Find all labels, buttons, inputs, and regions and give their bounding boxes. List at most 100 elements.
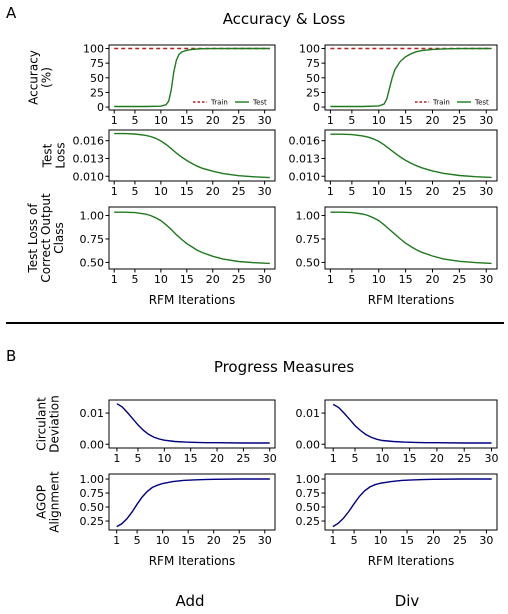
x-tick-label: 25 [236,452,250,465]
x-tick-label: 10 [154,273,168,286]
x-axis-label: RFM Iterations [149,554,236,568]
y-tick-label: 50 [90,72,104,85]
x-tick-label: 5 [131,114,138,127]
panel-b-title: Progress Measures [214,358,355,376]
x-tick-label: 30 [263,452,277,465]
x-tick-label: 30 [258,534,272,547]
test-loss-correct-ylabel-line: Correct Output [39,193,53,283]
accuracy-ylabel-line: (%) [40,67,54,88]
y-tick-label: 25 [306,86,320,99]
accuracy-ylabel-line: Accuracy [27,50,41,105]
x-axis-label: RFM Iterations [368,554,455,568]
plot-frame [108,44,276,111]
x-tick-label: 10 [374,534,388,547]
circulant-deviation-plot-div: 1 5 10 15 20 25 300.000.01 [296,399,499,465]
x-tick-label: 25 [457,452,471,465]
agop-alignment-ylabel: AGOP Alignment [35,471,62,533]
x-tick-label: 5 [134,452,141,465]
plot-frame [324,473,498,531]
x-tick-label: 30 [485,452,499,465]
circulant-deviation-plot-add: 1 5 10 15 20 25 300.000.01 [80,399,277,465]
x-tick-label: 10 [154,114,168,127]
series-line-circulant-deviation [332,403,492,444]
x-tick-label: 20 [206,273,220,286]
test-loss-ylabel-line: Test [41,143,55,168]
y-tick-label: 0.50 [80,501,105,514]
y-tick-label: 0.50 [296,501,321,514]
x-tick-label: 30 [258,114,272,127]
x-tick-label: 5 [348,114,355,127]
y-tick-label: 1.00 [296,209,321,222]
y-tick-label: 0.016 [289,135,321,148]
x-tick-label: 10 [154,185,168,198]
y-tick-label: 0.25 [80,515,105,528]
y-tick-label: 1.00 [80,209,105,222]
x-tick-label: 1 [111,273,118,286]
agop-alignment-ylabel-line: Alignment [48,471,62,533]
x-tick-label: 5 [348,273,355,286]
x-tick-label: 1 [113,452,120,465]
x-tick-label: 1 [111,114,118,127]
y-tick-label: 50 [306,72,320,85]
y-tick-label: 0.010 [73,170,105,183]
x-tick-label: 1 [327,114,334,127]
x-axis-label: RFM Iterations [368,293,455,307]
x-tick-label: 25 [452,185,466,198]
y-tick-label: 0.013 [289,152,321,165]
panel-a-title: Accuracy & Loss [223,10,346,28]
x-tick-label: 25 [452,114,466,127]
y-tick-label: 0 [97,101,104,114]
x-tick-label: 10 [156,534,170,547]
x-tick-label: 1 [113,534,120,547]
test-loss-ylabel-line: Loss [54,142,68,168]
x-tick-label: 20 [426,273,440,286]
x-tick-label: 15 [184,452,198,465]
legend-label-test: Test [474,99,489,107]
x-tick-label: 20 [210,452,224,465]
x-tick-label: 20 [426,534,440,547]
circulant-deviation-ylabel-line: Deviation [48,395,62,452]
x-tick-label: 25 [232,534,246,547]
y-tick-label: 1.00 [80,473,105,486]
y-tick-label: 0.75 [296,233,321,246]
x-tick-label: 15 [399,114,413,127]
series-line-test [114,211,270,265]
x-tick-label: 10 [372,273,386,286]
y-tick-label: 100 [83,43,104,56]
x-tick-label: 5 [134,534,141,547]
y-tick-label: 0.75 [296,487,321,500]
y-tick-label: 0.00 [80,438,105,451]
y-tick-label: 0.010 [289,170,321,183]
x-tick-label: 5 [348,185,355,198]
panel-b-letter: B [6,347,16,365]
x-tick-label: 20 [426,114,440,127]
y-tick-label: 0.25 [296,515,321,528]
test-loss-plot-add: 1 5 10 15 20 25 30 0.010 0.013 0.016 [73,129,276,198]
x-tick-label: 5 [131,273,138,286]
panel-a-letter: A [6,4,17,22]
series-line-test [330,133,492,179]
x-tick-label: 10 [372,185,386,198]
x-tick-label: 30 [479,273,493,286]
plot-frame [108,206,276,270]
plot-frame [108,473,276,531]
x-tick-label: 5 [351,534,358,547]
test-loss-ylabel: Test Loss [41,142,68,168]
x-tick-label: 20 [206,185,220,198]
y-tick-label: 0.75 [80,487,105,500]
test-loss-correct-ylabel-line: Test Loss of [26,203,40,274]
series-line-test [330,211,492,265]
plot-frame [324,129,498,182]
plot-frame [108,129,276,182]
series-line-test [330,47,492,108]
x-tick-label: 25 [452,273,466,286]
test-loss-correct-ylabel-line: Class [52,222,66,254]
x-tick-label: 25 [232,273,246,286]
y-tick-label: 1.00 [296,473,321,486]
x-tick-label: 30 [479,534,493,547]
y-tick-label: 0.50 [296,256,321,269]
